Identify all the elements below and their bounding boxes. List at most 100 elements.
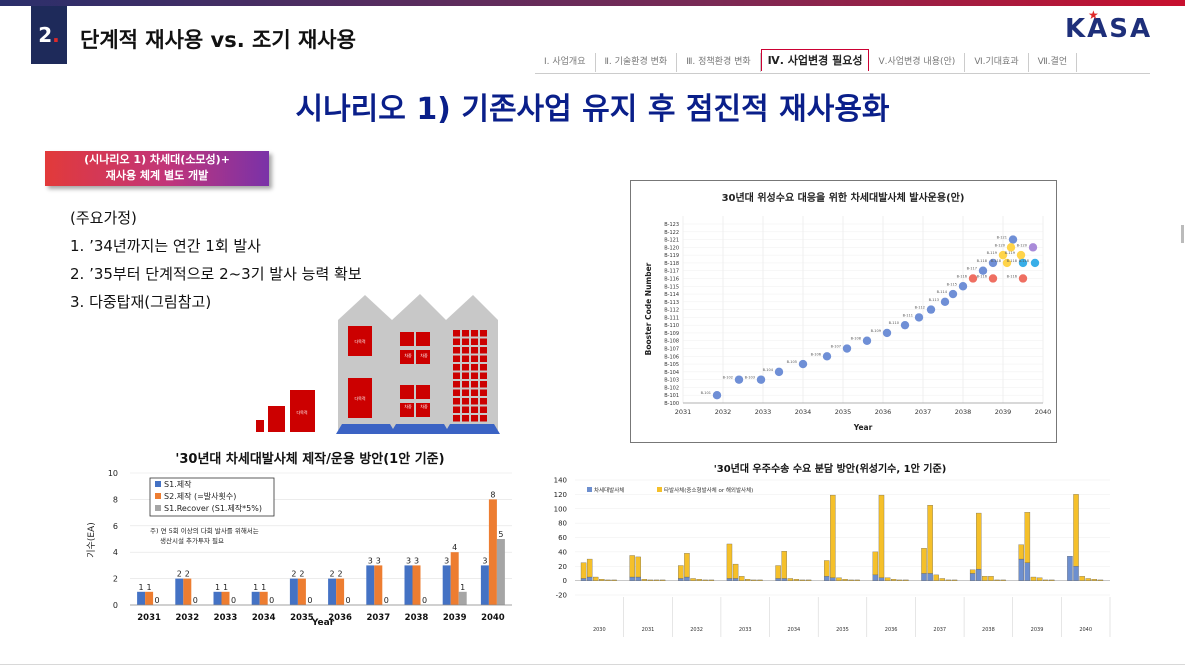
bar <box>757 579 763 581</box>
y-tick-label: 10 <box>108 469 118 478</box>
x-tick-label: 2032 <box>175 613 199 623</box>
bar <box>412 565 421 605</box>
bar <box>872 574 879 581</box>
payload-box <box>480 398 487 405</box>
data-point <box>968 274 978 283</box>
bar <box>660 579 666 581</box>
payload-box <box>416 403 430 417</box>
bar <box>805 579 812 581</box>
bar <box>976 568 982 581</box>
legend-swatch <box>155 493 161 499</box>
data-label: 0 <box>346 596 351 605</box>
payload-box <box>471 364 478 371</box>
x-tick-label: 2038 <box>405 613 429 623</box>
logo-text: KASA <box>1065 14 1153 44</box>
data-point <box>882 328 892 338</box>
bar <box>884 577 891 581</box>
bar <box>259 591 268 605</box>
x-tick-label: 2035 <box>835 408 852 416</box>
data-label: 3 <box>414 556 419 565</box>
payload-box <box>471 406 478 413</box>
fairing-base <box>444 424 500 434</box>
data-point <box>1008 235 1018 244</box>
nav-tab[interactable]: Ⅰ. 사업개요 <box>535 53 596 72</box>
point-label: B-113 <box>929 298 939 302</box>
data-point <box>842 344 852 353</box>
kasa-logo: KASA ★ <box>1065 8 1153 44</box>
point-label: B-112 <box>915 306 925 310</box>
payload-box <box>256 420 264 432</box>
nav-tab[interactable]: Ⅶ.결언 <box>1029 53 1078 72</box>
bar <box>781 551 787 579</box>
data-label: 2 <box>291 570 296 579</box>
payload-box <box>480 415 487 422</box>
section-nav: Ⅰ. 사업개요 Ⅱ. 기술환경 변화 Ⅲ. 정책환경 변화 Ⅳ. 사업변경 필요성 Ⅴ.… <box>535 49 1078 72</box>
payload-box <box>471 415 478 422</box>
bar <box>854 579 860 581</box>
bar <box>927 573 933 581</box>
data-label: 0 <box>384 596 389 605</box>
y-tick-label: B-117 <box>664 269 679 275</box>
payload-box <box>462 355 469 362</box>
nav-tab[interactable]: Ⅵ.기대효과 <box>965 53 1029 72</box>
payload-box <box>462 415 469 422</box>
payload-box <box>480 338 487 345</box>
assumption-item: 2. ’35부터 단계적으로 2~3기 발사 능력 확보 <box>70 265 362 283</box>
y-tick-label: B-109 <box>664 331 679 337</box>
payload-label: 차중 <box>404 352 412 358</box>
payload-box <box>348 378 372 418</box>
y-tick-label: -20 <box>556 592 567 600</box>
y-tick-label: 4 <box>113 548 118 557</box>
data-label: 0 <box>193 596 198 605</box>
bar <box>336 578 345 605</box>
data-point <box>774 367 784 377</box>
bar <box>1036 577 1043 581</box>
data-point <box>958 282 968 291</box>
bar <box>374 565 383 605</box>
scrollbar-handle[interactable] <box>1181 225 1184 243</box>
point-label: B-119 <box>987 251 997 255</box>
payload-label: 다목적 <box>354 338 365 344</box>
bar <box>921 548 927 574</box>
bar <box>442 565 451 605</box>
x-tick-label: 2033 <box>755 408 772 416</box>
payload-box <box>480 355 487 362</box>
x-tick-label: 2039 <box>995 408 1012 416</box>
data-point <box>998 250 1008 260</box>
bar <box>824 576 830 581</box>
data-point <box>978 266 988 275</box>
nav-tab[interactable]: Ⅴ.사업변경 내용(안) <box>869 53 966 72</box>
data-label: 1 <box>253 583 258 592</box>
bar <box>994 579 1000 581</box>
data-point <box>862 336 872 345</box>
data-point <box>734 375 744 384</box>
bar <box>799 579 806 581</box>
payload-box <box>453 406 460 413</box>
x-tick-label: 2040 <box>1035 408 1052 416</box>
data-label: 1 <box>147 583 152 592</box>
bar <box>921 573 927 581</box>
payload-box <box>462 347 469 354</box>
legend-label: S1.Recover (S1.제작*5%) <box>164 503 262 513</box>
bar <box>653 579 660 581</box>
bar <box>488 499 497 605</box>
nav-tab[interactable]: Ⅳ. 사업변경 필요성 <box>760 49 870 71</box>
payload-box <box>416 350 430 364</box>
nav-tab[interactable]: Ⅱ. 기술환경 변화 <box>596 53 678 72</box>
point-label: B-102 <box>723 376 733 380</box>
data-label: 8 <box>490 490 495 499</box>
y-tick-label: B-119 <box>664 253 679 259</box>
payload-label: 다목적 <box>354 395 365 401</box>
payload-box <box>453 355 460 362</box>
bar <box>678 565 684 579</box>
data-point <box>900 320 910 330</box>
bar <box>629 555 635 578</box>
data-label: 0 <box>155 596 160 605</box>
data-point <box>1002 258 1012 268</box>
data-point <box>948 289 958 299</box>
data-label: 1 <box>215 583 220 592</box>
nav-tab[interactable]: Ⅲ. 정책환경 변화 <box>677 53 761 72</box>
y-tick-label: B-100 <box>664 401 679 407</box>
y-tick-label: 60 <box>558 534 567 542</box>
